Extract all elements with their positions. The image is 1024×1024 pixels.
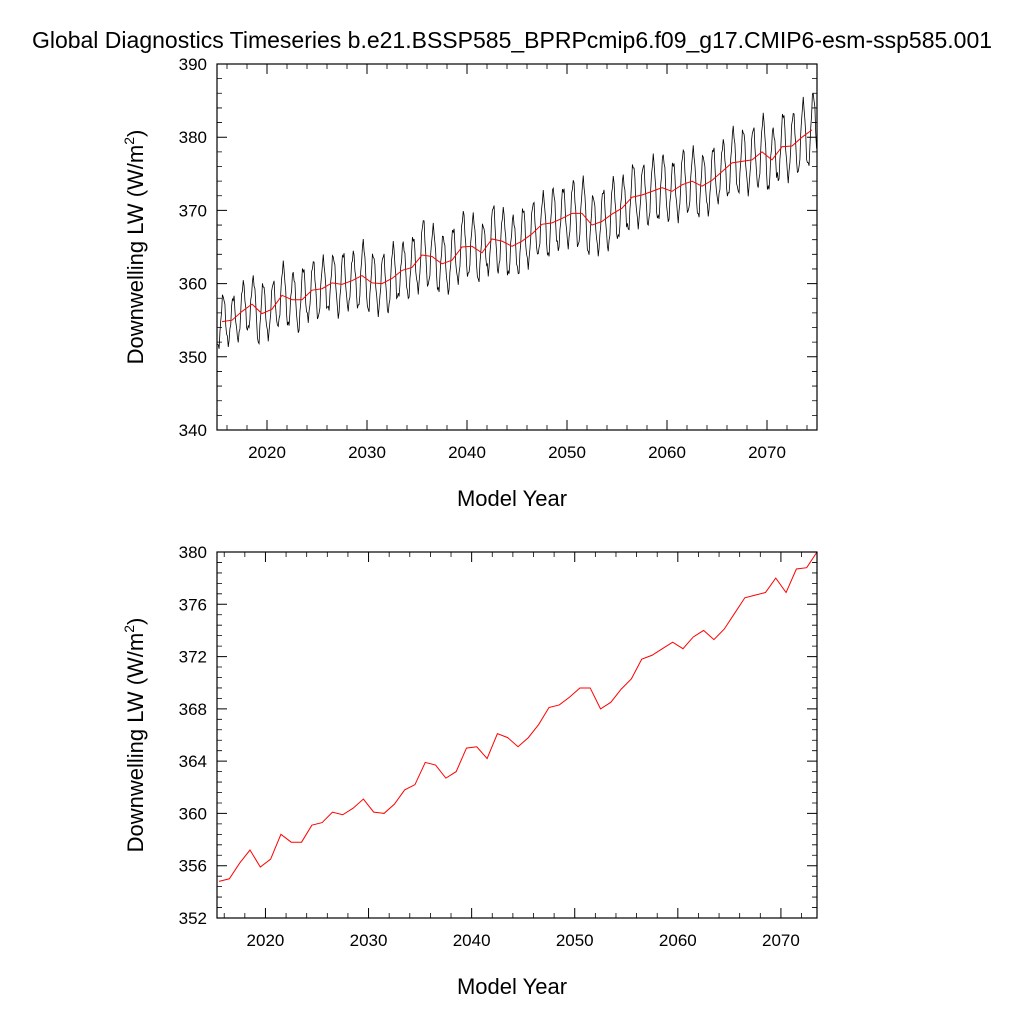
figure-title: Global Diagnostics Timeseries b.e21.BSSP… (32, 27, 992, 53)
y-tick-label: 360 (179, 275, 207, 294)
x-tick-label: 2060 (648, 443, 686, 462)
x-tick-label: 2040 (453, 931, 491, 950)
plot-frame (216, 551, 818, 919)
y-axis-label: Downwelling LW (W/m2) (121, 618, 148, 853)
plot-frame (216, 63, 818, 431)
y-tick-label: 360 (179, 804, 207, 823)
y-tick-label: 356 (179, 857, 207, 876)
y-tick-label: 380 (179, 543, 207, 562)
x-tick-label: 2050 (556, 931, 594, 950)
y-tick-label: 364 (179, 752, 207, 771)
y-tick-label: 340 (179, 421, 207, 440)
y-tick-label: 372 (179, 648, 207, 667)
y-tick-label: 352 (179, 909, 207, 928)
x-tick-label: 2060 (659, 931, 697, 950)
x-tick-label: 2070 (762, 931, 800, 950)
y-tick-label: 390 (179, 55, 207, 74)
x-tick-label: 2020 (248, 443, 286, 462)
x-axis-label: Model Year (457, 486, 567, 511)
y-tick-label: 380 (179, 128, 207, 147)
series-line-monthly (217, 93, 817, 349)
top-panel-monthly-timeseries: 2020 2030 2040 2050 2060 2070 340 350 360 370 380 3… (121, 55, 818, 511)
x-tick-label: 2040 (448, 443, 486, 462)
y-axis-label: Downwelling LW (W/m2) (121, 130, 148, 365)
y-tick-label: 376 (179, 595, 207, 614)
bottom-panel-annual-timeseries: 2020 2030 2040 2050 2060 2070 352 356 360 364 368 3… (121, 543, 818, 999)
y-tick-label: 368 (179, 700, 207, 719)
x-axis-label: Model Year (457, 974, 567, 999)
x-tick-label: 2070 (748, 443, 786, 462)
y-tick-label: 350 (179, 348, 207, 367)
y-tick-label: 370 (179, 201, 207, 220)
x-tick-label: 2030 (350, 931, 388, 950)
series-line-annual-running-mean (221, 129, 813, 323)
x-tick-label: 2050 (548, 443, 586, 462)
x-tick-label: 2020 (247, 931, 285, 950)
series-line-annual-mean (218, 551, 818, 882)
x-tick-label: 2030 (348, 443, 386, 462)
